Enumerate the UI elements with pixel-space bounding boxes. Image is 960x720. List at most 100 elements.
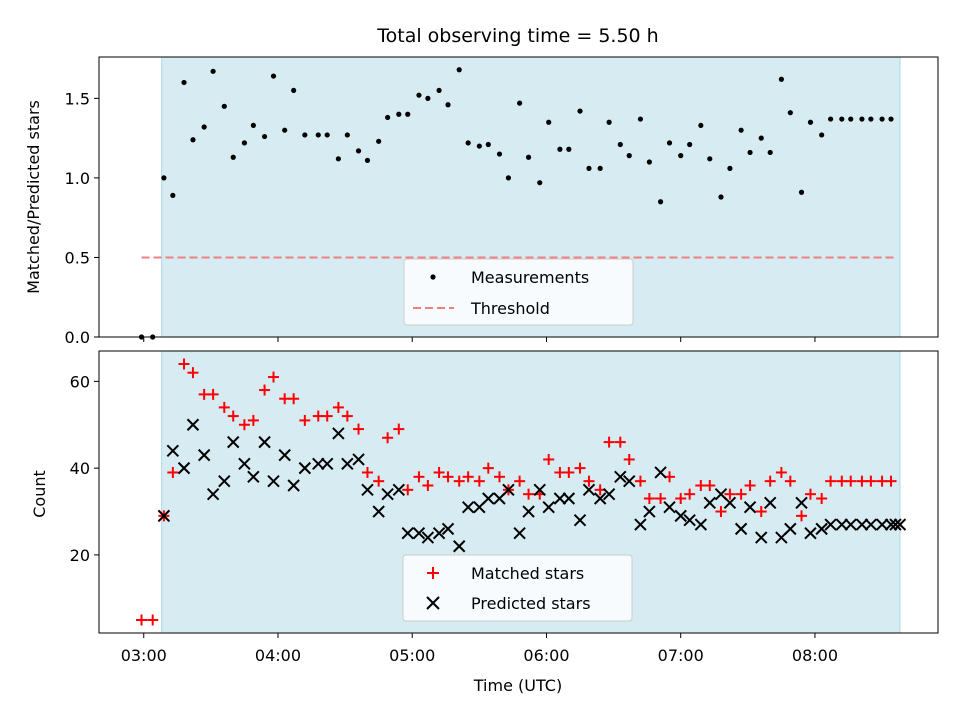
predicted-star-point (815, 522, 828, 536)
ratio-y-tick-label: 0.5 (65, 248, 90, 267)
measurement-point (335, 156, 341, 162)
matched-star-point (865, 475, 877, 487)
measurement-point (505, 175, 512, 181)
matched-star-point (353, 423, 365, 435)
measurement-point (606, 119, 612, 125)
predicted-star-point (855, 518, 869, 531)
predicted-star-point (157, 509, 171, 523)
predicted-star-point (372, 505, 385, 518)
predicted-star-point (683, 513, 696, 527)
measurement-point (778, 76, 784, 82)
predicted-star-point (784, 522, 797, 536)
legend-measurements-marker (430, 274, 436, 280)
predicted-star-point (238, 457, 251, 471)
measurement-point (787, 110, 793, 116)
predicted-star-point (694, 518, 708, 531)
measurement-point (201, 124, 207, 130)
matched-star-point (136, 614, 148, 626)
x-tick-label: 07:00 (658, 646, 704, 665)
predicted-star-point (723, 496, 737, 510)
measurement-point (230, 154, 236, 160)
predicted-star-point (889, 518, 902, 531)
predicted-star-point (763, 496, 777, 510)
measurement-point (190, 137, 196, 143)
matched-star-point (825, 475, 837, 487)
matched-star-point (321, 410, 333, 422)
matched-star-point (493, 471, 505, 483)
matched-star-point (684, 488, 696, 500)
measurement-point (376, 138, 382, 144)
measurement-point (161, 175, 167, 181)
matched-star-point (804, 488, 816, 500)
predicted-star-point (893, 518, 907, 531)
ratio-y-tick-label: 1.0 (65, 169, 90, 188)
measurement-point (566, 146, 572, 152)
measurement-point (646, 159, 652, 165)
measurement-point (738, 127, 744, 133)
count-legend-box (402, 554, 633, 622)
x-tick-label: 04:00 (255, 646, 301, 665)
predicted-star-point (206, 487, 220, 501)
predicted-star-point (875, 518, 889, 531)
predicted-star-point (258, 435, 271, 449)
matched-star-point (514, 475, 526, 487)
predicted-star-point (186, 418, 200, 431)
predicted-star-point (197, 448, 211, 462)
measurement-point (170, 192, 176, 199)
matched-star-point (704, 479, 716, 491)
predicted-star-point (267, 474, 280, 488)
matched-star-point (583, 475, 595, 487)
predicted-star-point (412, 527, 426, 540)
predicted-star-point (247, 470, 260, 484)
matched-star-point (845, 475, 857, 487)
measurement-point (828, 116, 834, 122)
count-x-ticks: 03:00 04:00 05:00 06:00 07:00 08:00 (121, 633, 838, 665)
predicted-star-point (361, 483, 374, 497)
matched-star-point (675, 493, 687, 505)
matched-star-point (382, 432, 394, 444)
measurement-point (687, 141, 693, 148)
matched-star-point (744, 479, 756, 491)
measurement-point (798, 189, 805, 195)
measurement-point (344, 132, 350, 138)
measurement-point (210, 68, 216, 74)
predicted-star-point (522, 505, 535, 518)
predicted-star-point (824, 518, 837, 531)
predicted-star-point (654, 466, 667, 479)
matched-star-point (634, 475, 646, 487)
measurement-point (758, 135, 764, 141)
matched-star-point (643, 493, 655, 505)
predicted-star-point (643, 505, 656, 518)
count-axes-frame (98, 350, 939, 634)
ratio-axes-frame (98, 56, 939, 338)
measurement-point (698, 122, 704, 129)
ratio-legend: Measurements Threshold (403, 258, 634, 326)
measurement-point (425, 95, 431, 101)
predicted-star-point (482, 492, 495, 505)
matched-star-point (247, 414, 259, 426)
matched-star-point (299, 414, 311, 426)
matched-star-point (796, 510, 808, 522)
predicted-star-point (663, 500, 676, 514)
predicted-star-point (461, 500, 475, 514)
matched-star-point (187, 367, 199, 379)
predicted-star-point (392, 483, 406, 497)
predicted-star-point (795, 496, 808, 510)
measurement-point (678, 153, 684, 159)
ratio-legend-box (403, 258, 634, 326)
matched-star-point (373, 475, 385, 487)
predicted-star-point (166, 444, 180, 457)
matched-star-point (259, 384, 271, 396)
matched-star-point (755, 506, 767, 518)
legend-threshold-label: Threshold (470, 299, 550, 318)
measurement-point (848, 116, 854, 122)
matched-star-point (724, 488, 736, 500)
predicted-star-point (177, 461, 191, 475)
measurement-point (577, 108, 583, 114)
measurement-point (537, 180, 543, 186)
matched-star-point (482, 462, 494, 474)
ratio-panel: 0.0 0.5 1.0 1.5 Matched/Predicted stars Mea… (24, 56, 939, 347)
predicted-star-point (674, 509, 687, 523)
predicted-star-point (703, 496, 716, 510)
